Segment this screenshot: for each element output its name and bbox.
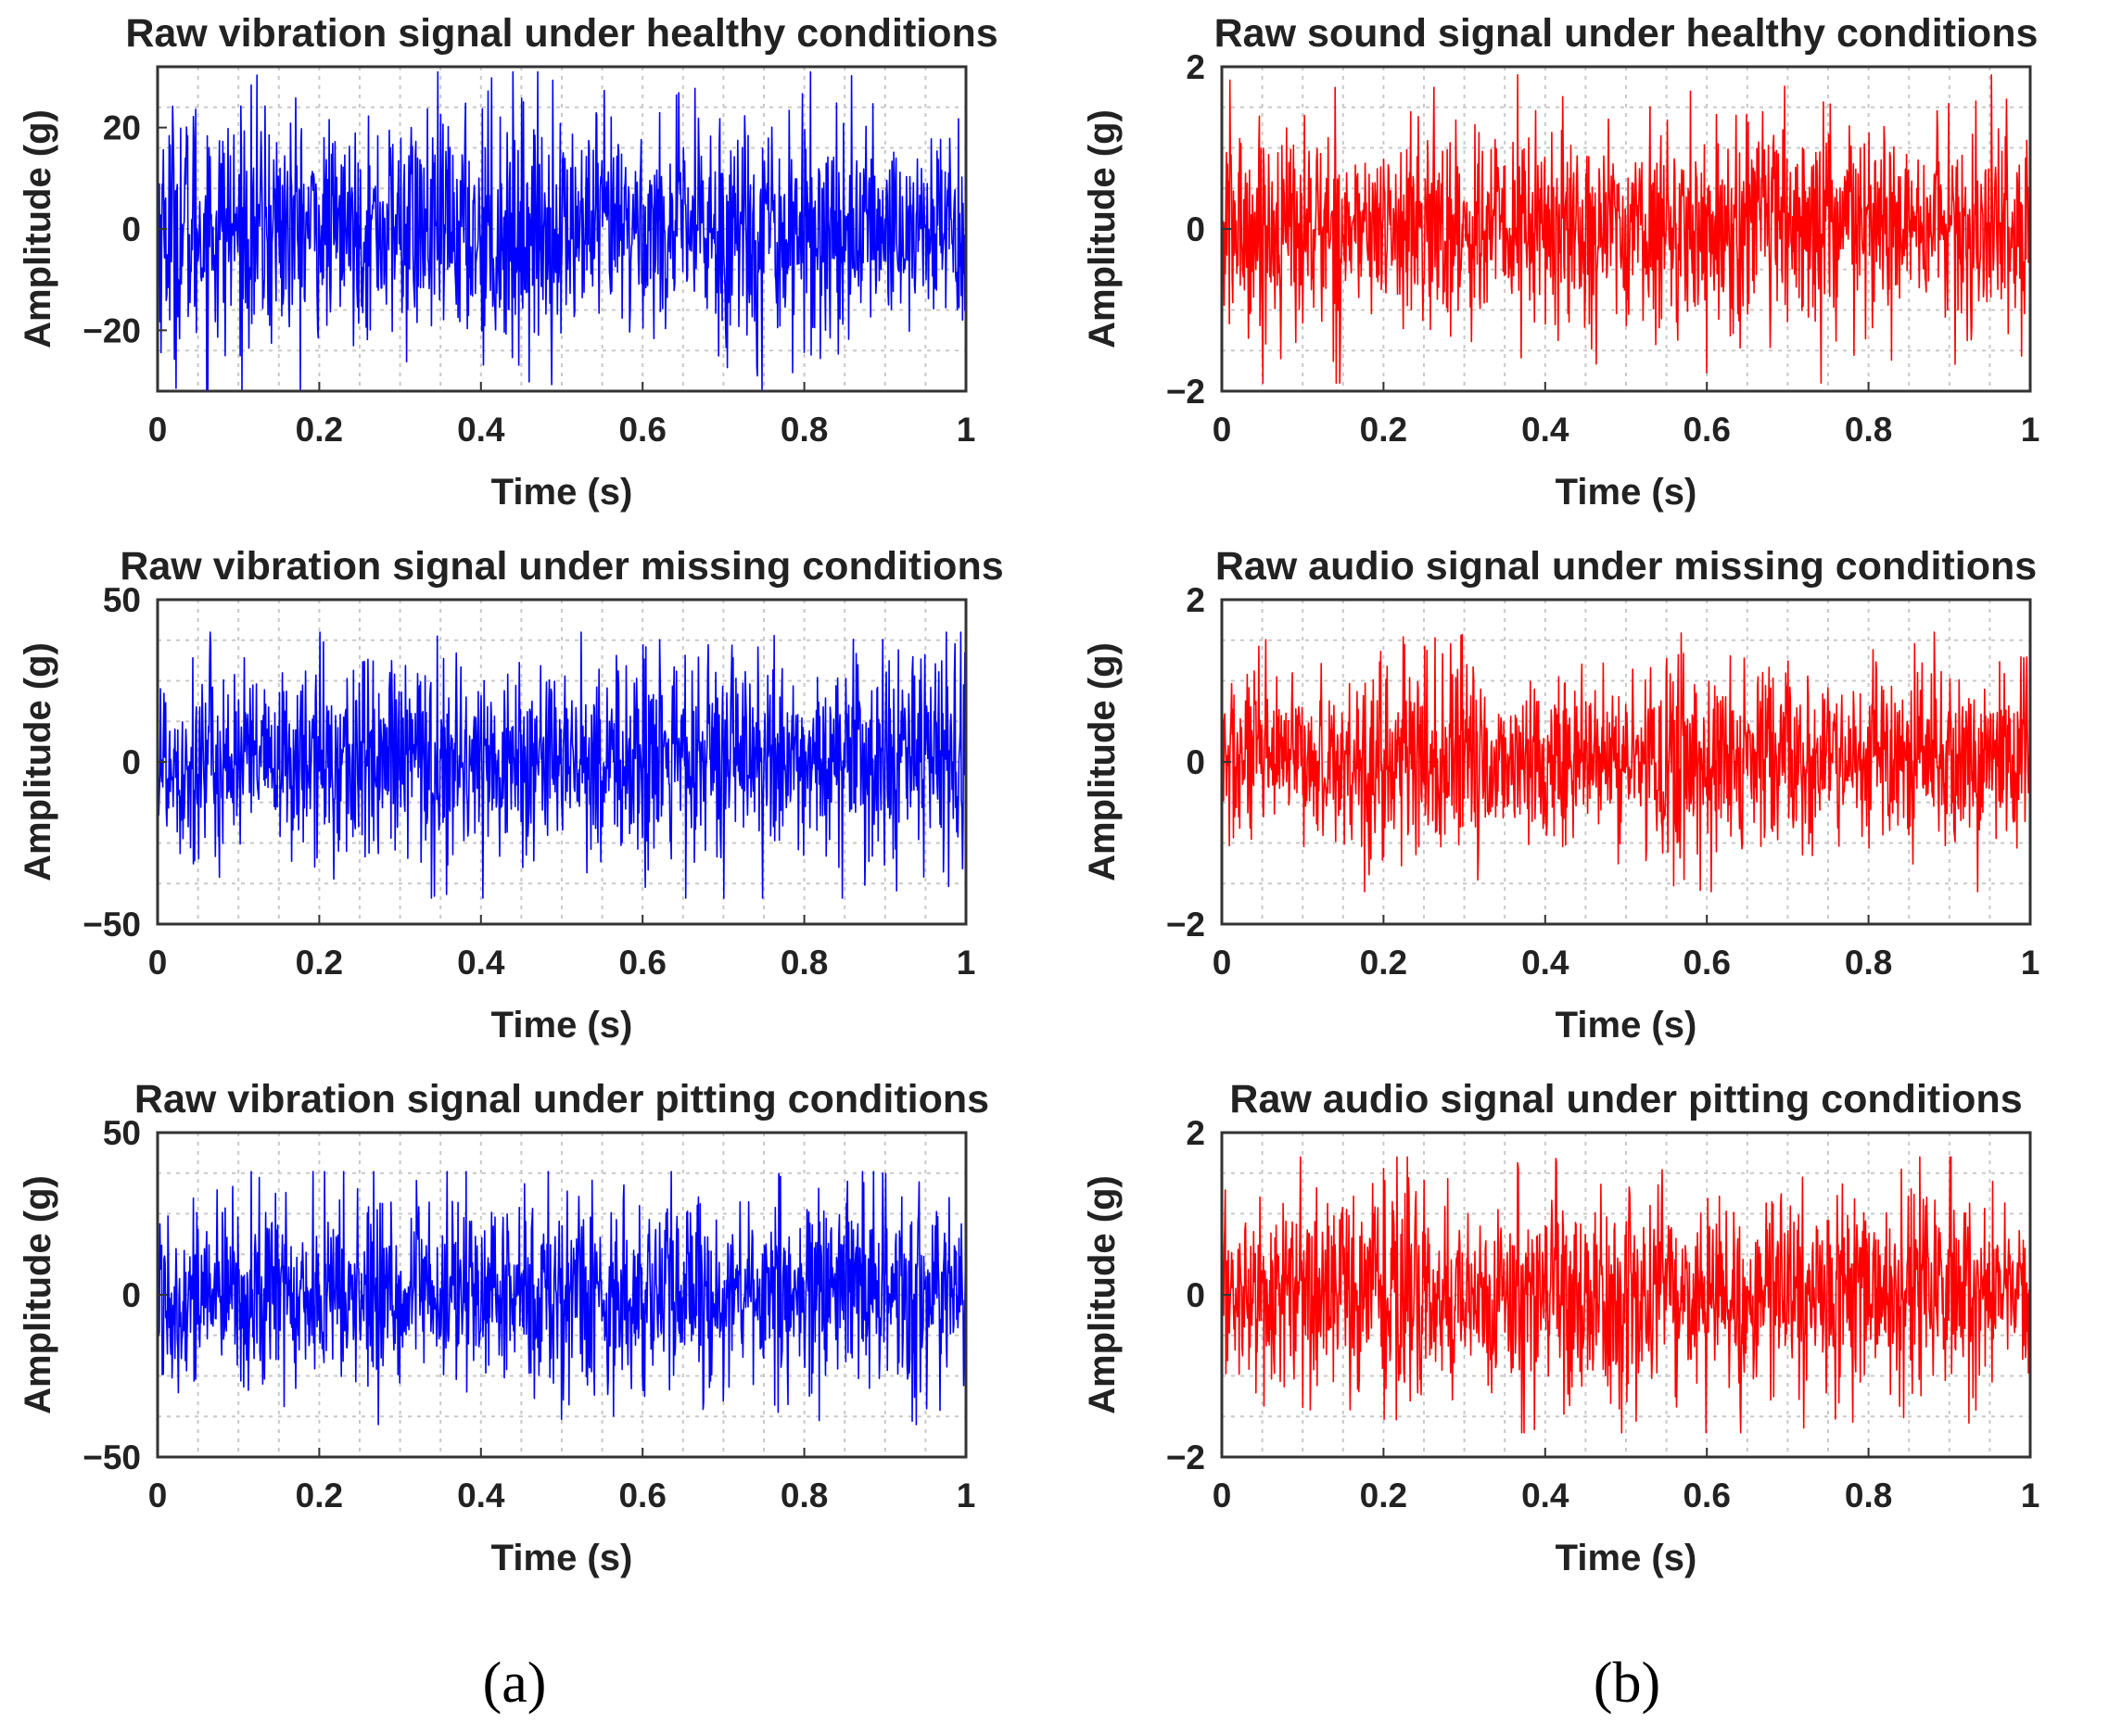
x-tick-label: 0: [1213, 944, 1232, 982]
x-tick-label: 0: [148, 411, 168, 449]
panel-label-b: (b): [1594, 1652, 1660, 1715]
x-tick-label: 0.8: [1845, 411, 1892, 449]
y-tick-label: 20: [103, 109, 141, 147]
x-tick-label: 0.8: [1845, 1476, 1892, 1514]
y-tick-label: −50: [83, 1438, 141, 1476]
chart-title: Raw vibration signal under healthy condi…: [125, 11, 997, 56]
x-tick-label: 0.6: [1683, 944, 1730, 982]
y-tick-label: −2: [1166, 373, 1205, 411]
x-tick-label: 1: [2021, 411, 2040, 449]
signal-trace-vibration-pitting: [157, 1171, 967, 1426]
chart-title: Raw sound signal under healthy condition…: [1214, 11, 2039, 56]
x-tick-label: 0: [1213, 1476, 1232, 1514]
y-tick-label: −50: [83, 906, 141, 944]
y-axis-label: Amplitude (g): [1082, 642, 1123, 881]
y-tick-label: 50: [103, 581, 141, 619]
x-tick-label: 0.2: [296, 944, 343, 982]
x-tick-label: 1: [957, 944, 976, 982]
grid-lines: [1222, 600, 2030, 924]
x-axis-label: Time (s): [1556, 1538, 1697, 1578]
x-axis-label: Time (s): [1556, 472, 1697, 513]
x-tick-label: 1: [2021, 944, 2040, 982]
y-tick-label: 2: [1186, 48, 1205, 86]
x-tick-label: 0: [148, 944, 168, 982]
y-tick-label: 0: [1186, 1276, 1205, 1314]
x-tick-label: 0.4: [1521, 1476, 1569, 1514]
x-tick-label: 0.4: [457, 411, 505, 449]
y-axis-label: Amplitude (g): [18, 642, 58, 881]
x-tick-label: 0: [148, 1476, 168, 1514]
x-tick-label: 0.4: [457, 944, 505, 982]
x-axis-label: Time (s): [1556, 1005, 1697, 1045]
chart-panel-1: 0 0.2 0.4 0.6 0.8 1 −20 0 20 Raw vibration signal…: [18, 11, 998, 513]
x-tick-label: 0.8: [1845, 944, 1892, 982]
x-axis-label: Time (s): [491, 1538, 633, 1578]
x-tick-label: 0.8: [781, 411, 828, 449]
x-tick-label: 0.4: [1521, 411, 1569, 449]
signal-trace-vibration-healthy: [157, 70, 967, 392]
y-axis-label: Amplitude (g): [18, 109, 58, 348]
x-tick-label: 0: [1213, 411, 1232, 449]
y-tick-label: 0: [1186, 210, 1205, 248]
chart-title: Raw audio signal under pitting condition…: [1229, 1077, 2022, 1121]
x-tick-label: 0.2: [1360, 944, 1407, 982]
x-axis-label: Time (s): [491, 472, 633, 513]
signal-trace-audio-missing: [1221, 631, 2031, 893]
x-tick-label: 0.6: [618, 944, 666, 982]
x-tick-label: 1: [957, 1476, 976, 1514]
x-tick-label: 0.4: [457, 1476, 505, 1514]
x-tick-label: 0.6: [1683, 1476, 1730, 1514]
y-tick-label: 2: [1186, 581, 1205, 619]
y-tick-label: −2: [1166, 1438, 1205, 1476]
x-tick-label: 1: [2021, 1476, 2040, 1514]
y-tick-label: 0: [121, 1276, 141, 1314]
x-tick-label: 0.2: [1360, 411, 1407, 449]
x-tick-label: 0.2: [296, 411, 343, 449]
x-axis-label: Time (s): [491, 1005, 633, 1045]
y-tick-label: −20: [83, 311, 141, 349]
y-tick-label: 0: [121, 743, 141, 781]
x-tick-label: 0.8: [781, 944, 828, 982]
y-tick-label: 2: [1186, 1114, 1205, 1152]
chart-title: Raw vibration signal under pitting condi…: [134, 1077, 989, 1121]
signal-trace-audio-pitting: [1221, 1156, 2031, 1434]
x-tick-label: 0.2: [296, 1476, 343, 1514]
y-axis-label: Amplitude (g): [1082, 1175, 1123, 1414]
y-tick-label: 0: [121, 210, 141, 248]
chart-title: Raw audio signal under missing condition…: [1215, 544, 2037, 589]
x-tick-label: 0.6: [1683, 411, 1730, 449]
y-axis-label: Amplitude (g): [18, 1175, 58, 1414]
x-tick-label: 0.6: [618, 411, 666, 449]
x-tick-label: 0.6: [618, 1476, 666, 1514]
x-tick-label: 1: [957, 411, 976, 449]
y-tick-label: 50: [103, 1114, 141, 1152]
y-tick-label: −2: [1166, 906, 1205, 944]
panel-label-a: (a): [483, 1652, 547, 1715]
signal-trace-vibration-missing: [157, 631, 967, 899]
x-tick-label: 0.2: [1360, 1476, 1407, 1514]
chart-title: Raw vibration signal under missing condi…: [120, 544, 1003, 589]
signal-trace-sound-healthy: [1221, 74, 2031, 385]
grid-lines: [158, 1133, 966, 1457]
x-tick-label: 0.4: [1521, 944, 1569, 982]
y-tick-label: 0: [1186, 743, 1205, 781]
y-axis-label: Amplitude (g): [1082, 109, 1123, 348]
x-tick-label: 0.8: [781, 1476, 828, 1514]
